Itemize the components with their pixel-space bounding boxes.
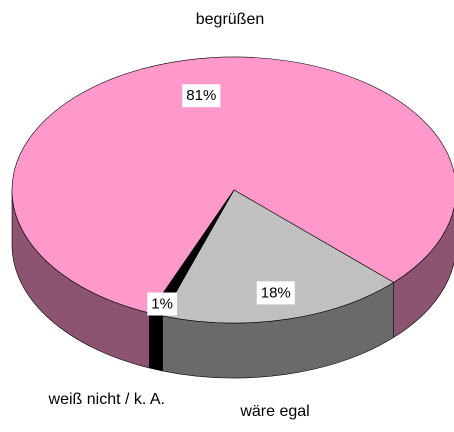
value-label: 1%	[151, 296, 173, 313]
value-label: 18%	[261, 284, 291, 301]
slice	[11, 56, 454, 314]
value-label-bg	[256, 281, 295, 305]
slice	[161, 189, 395, 324]
value-label-bg	[182, 84, 221, 108]
category-label: weiß nicht / k. A.	[48, 391, 165, 408]
category-label: begrüßen	[195, 11, 265, 28]
value-label-bg	[147, 292, 177, 316]
value-label: 81%	[186, 87, 216, 104]
category-label: wäre egal	[240, 403, 310, 420]
slice-side	[149, 312, 163, 372]
